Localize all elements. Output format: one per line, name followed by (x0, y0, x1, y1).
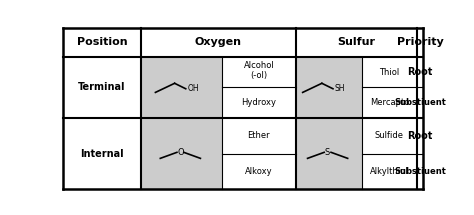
Text: Terminal: Terminal (78, 82, 126, 92)
Bar (362, 118, 417, 189)
Bar (63, 28, 423, 57)
Text: Position: Position (77, 37, 127, 47)
Bar (296, 57, 362, 118)
Text: Priority: Priority (397, 37, 443, 47)
Text: Substiuent: Substiuent (394, 98, 446, 107)
Text: Mercapto: Mercapto (370, 98, 409, 107)
Text: Oxygen: Oxygen (195, 37, 242, 47)
Text: Alcohol
(-ol): Alcohol (-ol) (244, 61, 274, 80)
Text: Root: Root (407, 67, 433, 77)
Bar (417, 118, 423, 189)
Bar (296, 118, 362, 189)
Bar (362, 57, 417, 118)
Text: Alkylthiol: Alkylthiol (370, 167, 409, 176)
Text: Sulfide: Sulfide (375, 131, 404, 140)
Bar (63, 57, 141, 118)
Bar (141, 118, 222, 189)
Text: Root: Root (407, 131, 433, 141)
Text: Hydroxy: Hydroxy (241, 98, 276, 107)
Text: Sulfur: Sulfur (337, 37, 375, 47)
Text: Ether: Ether (247, 131, 270, 140)
Bar (141, 57, 222, 118)
Text: Alkoxy: Alkoxy (245, 167, 273, 176)
Bar (222, 118, 296, 189)
Text: O: O (177, 148, 183, 157)
Bar (222, 57, 296, 118)
Text: Internal: Internal (80, 149, 124, 159)
Text: Thiol: Thiol (379, 68, 400, 77)
Text: SH: SH (335, 84, 345, 93)
Bar (63, 118, 141, 189)
Text: OH: OH (187, 84, 199, 93)
Text: Substiuent: Substiuent (394, 167, 446, 176)
Bar (417, 57, 423, 118)
Text: S: S (325, 148, 330, 157)
